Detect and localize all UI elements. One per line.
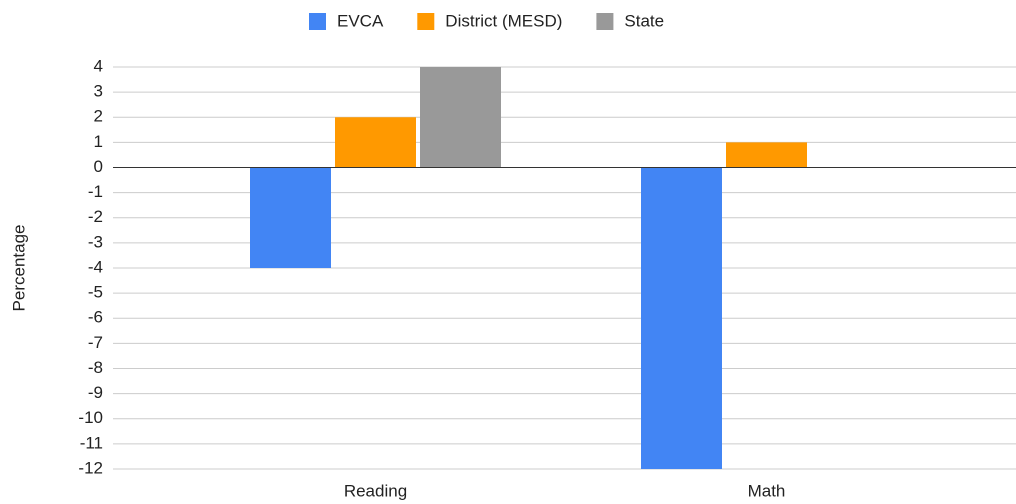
y-tick-label: -9 bbox=[88, 383, 103, 402]
y-tick-label: 3 bbox=[94, 82, 103, 101]
y-tick-label: -10 bbox=[78, 408, 103, 427]
y-tick-label: -5 bbox=[88, 283, 103, 302]
y-axis-label: Percentage bbox=[9, 225, 28, 312]
y-tick-label: 0 bbox=[94, 157, 103, 176]
legend-label: EVCA bbox=[337, 11, 384, 30]
y-tick-label: -12 bbox=[78, 458, 103, 477]
x-tick-label: Math bbox=[748, 481, 786, 500]
bar bbox=[420, 67, 501, 168]
y-tick-label: 4 bbox=[94, 56, 103, 75]
y-tick-label: -11 bbox=[80, 433, 103, 452]
bar bbox=[250, 167, 331, 268]
y-tick-label: -4 bbox=[88, 257, 103, 276]
bar bbox=[726, 142, 807, 168]
legend-label: State bbox=[624, 11, 664, 30]
legend-swatch bbox=[417, 13, 435, 30]
y-tick-label: 2 bbox=[94, 107, 103, 126]
y-tick-label: 1 bbox=[94, 132, 103, 151]
y-tick-label: -2 bbox=[88, 207, 103, 226]
y-tick-label: -1 bbox=[88, 182, 103, 201]
y-tick-label: -8 bbox=[88, 358, 103, 377]
y-tick-label: -3 bbox=[88, 232, 103, 251]
legend-swatch bbox=[596, 13, 614, 30]
legend-label: District (MESD) bbox=[445, 11, 562, 30]
y-tick-label: -6 bbox=[88, 308, 103, 327]
legend-swatch bbox=[309, 13, 326, 30]
x-tick-label: Reading bbox=[344, 481, 407, 500]
y-tick-label: -7 bbox=[88, 333, 103, 352]
bar bbox=[335, 117, 416, 168]
bar bbox=[641, 167, 722, 469]
